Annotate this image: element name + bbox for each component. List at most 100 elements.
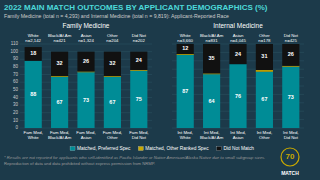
data-label: 67 [57,99,63,105]
chart: 2022 MAIN MATCH OUTCOMES BY APPLICANT DE… [0,0,320,180]
data-label: 73 [83,97,89,103]
panel-title: Internal Medicine [213,22,263,29]
text-line: n=831 [206,38,219,43]
y-tick-label: 110 [11,41,19,46]
legend: Matched, Preferred SpecMatched, Other Ra… [70,146,254,151]
data-label: 18 [30,50,36,56]
y-tick-label: 0 [15,125,18,130]
subtitle: Family Medicine (total n = 4,293) and In… [4,13,229,19]
data-label: 24 [136,57,143,63]
bar-segment [25,61,42,128]
bar-segment [130,52,147,70]
data-label: 32 [57,60,63,66]
data-label: 75 [136,96,142,102]
bar-segment [77,72,94,128]
text-line: Asian [233,135,244,140]
data-label: 26 [83,58,89,64]
footnote: * Results are not reported for applicant… [4,155,265,160]
text-line: Asian [81,135,92,140]
x-tick-label: Fam Med,Asian [76,130,95,140]
data-label: 12 [182,45,188,51]
data-label: 35 [209,55,215,61]
data-label: 64 [209,98,216,104]
data-label: 87 [182,88,188,94]
title: 2022 MAIN MATCH OUTCOMES BY APPLICANT DE… [4,3,268,12]
data-label: 88 [30,91,36,97]
text-line: White [28,135,40,140]
text-line: n=3,660 [177,38,193,43]
text-line: Other [259,135,270,140]
x-tick-label: Fam Med,White [24,130,43,140]
bar-segment [282,67,299,128]
text-line: Reproduction of data and data prohibited… [4,161,155,166]
bar-segment [282,44,299,66]
data-label: 24 [235,51,242,57]
bar-sublabel: Did Notn=202 [132,33,147,43]
x-tick-label: Int Med,Other [257,130,273,140]
bars [25,47,148,128]
y-tick-label: 60 [13,79,19,84]
bar-sublabel: Asiann=1,324 [78,33,94,43]
data-label: 76 [235,93,241,99]
bar-sublabel: Black/Af.Amn=831 [200,33,224,43]
y-tick-label: 80 [13,64,19,69]
text-line: Black/Af.Am [48,135,72,140]
text-line: n=421 [54,38,67,43]
panel-title: Family Medicine [63,22,110,30]
bar-segment [104,52,121,76]
bar-segment [77,52,94,72]
data-label: 73 [288,94,294,100]
bar-segment [130,71,147,128]
bar-segment [256,70,273,72]
text-line: n=4,045 [230,38,246,43]
bar-segment [177,55,194,128]
legend-label: Did Not Match [224,146,255,151]
text-line: Black/Af.Am [200,135,224,140]
bar-sublabel: Whiten=3,660 [177,33,193,43]
x-tick-label: Fam Med,Black/Af.Am [48,130,72,140]
bar-segment [25,47,42,61]
bar-segment [256,44,273,70]
x-tick-label: Int Med,Did Not [283,130,299,140]
y-tick-label: 70 [13,72,19,77]
y-tick-label: 30 [13,102,19,107]
x-tick-label: Fam Med,Other [103,130,122,140]
bar-sublabel: Othern=204 [106,33,119,43]
y-tick-label: 90 [13,56,19,61]
x-tick-label: Fam Med,Did Not [129,130,148,140]
y-tick-label: 100 [10,49,18,54]
text-line: White [180,135,192,140]
y-tick-label: 20 [13,110,19,115]
text-line: n=425 [285,38,298,43]
bar-segment [51,52,68,76]
badge-circle [281,148,299,166]
bar-sublabel: Black/Af.Amn=421 [48,33,72,43]
text-line: n=2,142 [25,38,41,43]
text-line: * Results are not reported for applicant… [4,155,265,160]
bar-sublabel: Asiann=4,045 [230,33,246,43]
x-tick-label: Int Med,White [177,130,193,140]
data-label: 31 [261,53,267,59]
text-line: Did Not [132,135,147,140]
bar-segment [229,44,246,64]
text-line: n=202 [133,38,146,43]
bar-segment [104,77,121,128]
background [0,0,320,180]
text-line: Other [107,135,118,140]
badge-text: 70 [286,152,295,161]
bar-segment [203,44,220,73]
legend-label: Matched, Other Ranked Spec [145,146,209,151]
bar-sublabel: Whiten=2,142 [25,33,41,43]
bar-segment [51,77,68,128]
badge-label: MATCH [281,170,299,176]
bars [177,44,300,128]
y-tick-label: 10 [13,118,19,123]
text-line: n=178 [258,38,271,43]
legend-swatch [70,147,75,151]
y-tick-label: 50 [13,87,19,92]
legend-swatch [138,147,143,151]
bar-sublabel: Othern=178 [258,33,271,43]
x-tick-label: Int Med,Asian [230,130,246,140]
data-label: 67 [261,96,267,102]
bar-segment [256,72,273,128]
